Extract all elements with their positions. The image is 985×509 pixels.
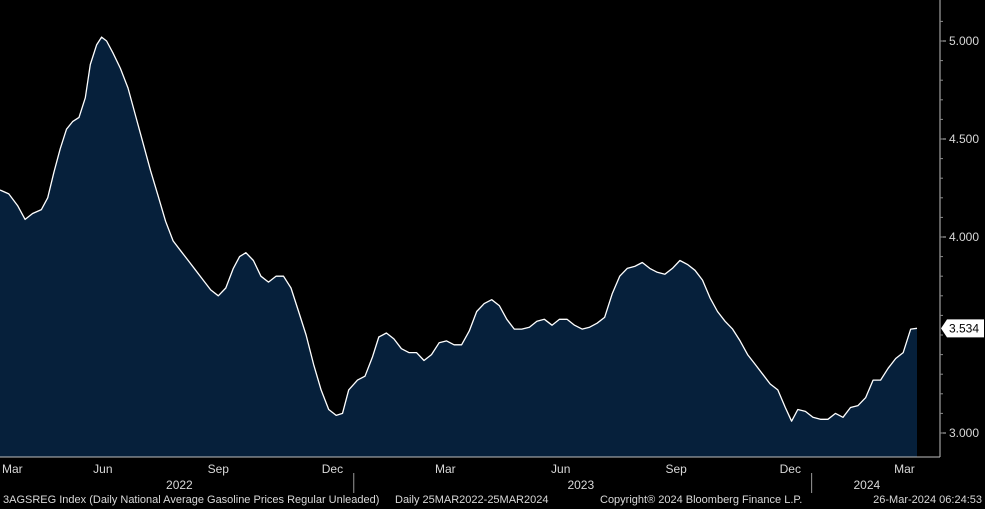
x-year-label: 2024 — [853, 478, 880, 492]
plot-area — [0, 36, 918, 457]
x-month-label: Mar — [894, 462, 915, 476]
footer-bar: 3AGSREG Index (Daily National Average Ga… — [0, 491, 985, 509]
last-value-label: 3.534 — [949, 321, 979, 335]
date-range: Daily 25MAR2022-25MAR2024 — [395, 494, 549, 506]
last-value-badge — [941, 319, 984, 338]
timestamp: 26-Mar-2024 06:24:53 — [873, 494, 982, 506]
price-line — [0, 36, 918, 422]
x-month-label: Dec — [322, 462, 343, 476]
x-year-label: 2023 — [567, 478, 594, 492]
x-month-label: Sep — [665, 462, 687, 476]
copyright: Copyright® 2024 Bloomberg Finance L.P. — [600, 494, 803, 506]
y-tick-label: 3.000 — [949, 426, 979, 440]
x-axis: Mar Jun Sep Dec Mar Jun Sep Dec Mar 2022 2023 2024 — [0, 456, 940, 493]
x-month-label: Jun — [93, 462, 112, 476]
y-tick-label: 4.000 — [949, 230, 979, 244]
x-month-label: Jun — [551, 462, 570, 476]
x-month-label: Dec — [780, 462, 801, 476]
x-month-label: Sep — [208, 462, 230, 476]
last-value-marker: 3.534 — [941, 319, 984, 338]
x-month-label: Mar — [435, 462, 456, 476]
y-tick-label: 5.000 — [949, 34, 979, 48]
x-month-label: Mar — [2, 462, 23, 476]
price-area-fill — [0, 37, 917, 457]
y-tick-label: 4.500 — [949, 132, 979, 146]
y-axis: 5.000 4.500 4.000 3.000 — [939, 0, 979, 457]
ticker-description: 3AGSREG Index (Daily National Average Ga… — [3, 494, 380, 506]
x-year-label: 2022 — [166, 478, 193, 492]
